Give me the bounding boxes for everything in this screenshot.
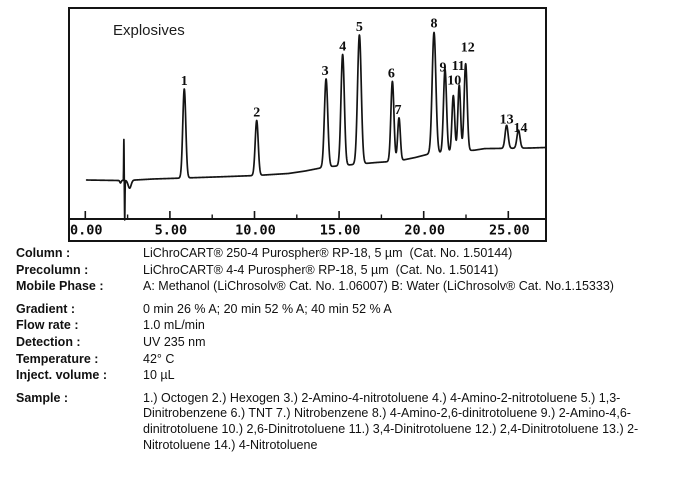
- detail-row-temperature: Temperature : 42° C: [16, 352, 690, 368]
- detail-row-column: Column : LiChroCART® 250-4 Purospher® RP…: [16, 246, 690, 262]
- detail-row-gradient: Gradient : 0 min 26 % A; 20 min 52 % A; …: [16, 302, 690, 318]
- chart-border: [68, 7, 547, 242]
- detail-label: Temperature :: [16, 351, 99, 366]
- detail-row-detection: Detection : UV 235 nm: [16, 335, 690, 351]
- detail-label: Precolumn :: [16, 262, 89, 277]
- detail-value: LiChroCART® 250-4 Purospher® RP-18, 5 µm…: [143, 246, 513, 260]
- detail-value: 10 µL: [143, 368, 175, 383]
- detail-row-precolumn: Precolumn : LiChroCART® 4-4 Purospher® R…: [16, 263, 690, 279]
- x-tick-label: 15.00: [320, 223, 361, 239]
- x-tick-label: 5.00: [155, 223, 188, 239]
- peak-label: 4: [339, 40, 346, 55]
- detail-label: Sample :: [16, 390, 69, 405]
- chromatogram-panel: 0.00 5.00 10.00 15.00 20.00 25.00 1 2 3 4 5 6 7 8 9 10 1…: [68, 7, 547, 242]
- peak-label: 14: [514, 121, 528, 136]
- detail-label: Column :: [16, 246, 71, 260]
- detail-row-sample: Sample : 1.) Octogen 2.) Hexogen 3.) 2-A…: [16, 391, 690, 453]
- peak-label: 7: [395, 103, 402, 118]
- peak-label: 9: [440, 60, 447, 75]
- x-tick-label: 0.00: [70, 223, 103, 239]
- detail-label: Flow rate :: [16, 318, 79, 333]
- x-tick-label: 20.00: [404, 223, 445, 239]
- peak-label: 10: [447, 74, 461, 89]
- detail-row-mobile-phase: Mobile Phase : A: Methanol (LiChrosolv® …: [16, 279, 690, 295]
- detail-value: 42° C: [143, 351, 175, 366]
- peak-label: 12: [461, 41, 475, 56]
- detail-value: LiChroCART® 4-4 Purospher® RP-18, 5 µm (…: [143, 262, 499, 277]
- detail-label: Inject. volume :: [16, 368, 107, 383]
- sample-list: 1.) Octogen 2.) Hexogen 3.) 2-Amino-4-ni…: [143, 390, 639, 452]
- x-tick-label: 10.00: [235, 223, 276, 239]
- method-details: Column : LiChroCART® 250-4 Purospher® RP…: [16, 246, 690, 454]
- peak-label: 2: [253, 106, 260, 121]
- detail-value: A: Methanol (LiChrosolv® Cat. No. 1.0600…: [143, 279, 614, 294]
- x-tick-label: 25.00: [489, 223, 530, 239]
- detail-value: 1.0 mL/min: [143, 318, 205, 333]
- chromatogram: 0.00 5.00 10.00 15.00 20.00 25.00123456789101…: [68, 7, 547, 242]
- peak-label: 1: [181, 74, 188, 89]
- detail-value: 0 min 26 % A; 20 min 52 % A; 40 min 52 %…: [143, 301, 392, 316]
- detail-label: Mobile Phase :: [16, 279, 104, 294]
- peak-label: 13: [500, 112, 514, 127]
- peak-label: 6: [388, 66, 395, 81]
- peak-label: 8: [431, 17, 438, 32]
- detail-value: UV 235 nm: [143, 334, 206, 349]
- detail-row-flow-rate: Flow rate : 1.0 mL/min: [16, 318, 690, 334]
- peak-label: 5: [356, 20, 363, 35]
- chart-title: Explosives: [113, 22, 185, 39]
- detail-label: Detection :: [16, 334, 81, 349]
- chromatogram-trace: [85, 31, 547, 221]
- peak-label: 11: [452, 59, 465, 74]
- peak-label: 3: [322, 64, 329, 79]
- detail-label: Gradient :: [16, 301, 76, 316]
- detail-row-inject-volume: Inject. volume : 10 µL: [16, 368, 690, 384]
